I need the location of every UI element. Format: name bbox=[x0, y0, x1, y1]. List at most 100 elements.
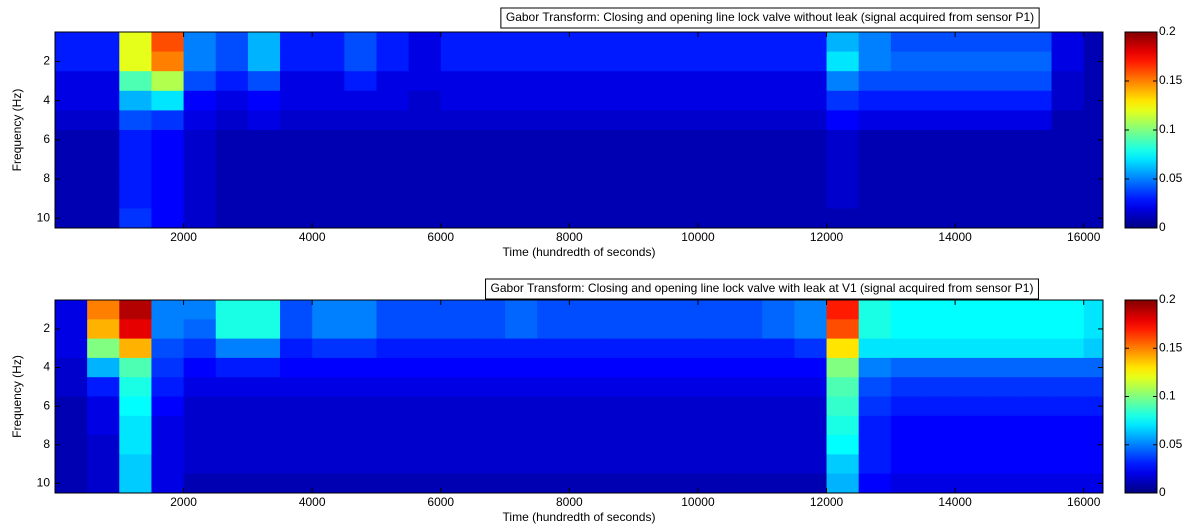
heatmap-cell bbox=[633, 51, 667, 72]
heatmap-cell bbox=[762, 90, 795, 111]
heatmap-cell bbox=[472, 377, 506, 398]
heatmap-cell bbox=[151, 32, 185, 53]
heatmap-cell bbox=[537, 300, 570, 320]
heatmap-cell bbox=[762, 338, 795, 359]
heatmap-cell bbox=[505, 473, 538, 493]
heatmap-cell bbox=[601, 435, 635, 455]
heatmap-cell bbox=[730, 169, 763, 190]
heatmap-cell bbox=[987, 435, 1021, 455]
heatmap-cell bbox=[280, 32, 313, 53]
heatmap-cell bbox=[922, 396, 956, 417]
heatmap-cell bbox=[537, 319, 570, 340]
heatmap-cell bbox=[794, 454, 828, 475]
heatmap-cell bbox=[987, 32, 1021, 53]
heatmap-cell bbox=[697, 149, 731, 170]
heatmap-cell bbox=[987, 110, 1021, 131]
heatmap-cell bbox=[312, 51, 345, 72]
heatmap-cell bbox=[183, 188, 217, 209]
heatmap-cell bbox=[987, 377, 1021, 398]
heatmap-cell bbox=[440, 90, 474, 111]
heatmap-cell bbox=[955, 377, 988, 398]
heatmap-cell bbox=[665, 71, 699, 92]
heatmap-cell bbox=[826, 435, 860, 455]
heatmap-cell bbox=[312, 435, 345, 455]
heatmap-cell bbox=[890, 435, 924, 455]
x-tick-label: 14000 bbox=[938, 230, 972, 244]
heatmap-cell bbox=[151, 473, 185, 493]
heatmap-cell bbox=[1083, 454, 1103, 475]
x-tick-label: 10000 bbox=[681, 230, 715, 244]
heatmap-cell bbox=[505, 71, 538, 92]
heatmap-cell bbox=[633, 110, 667, 131]
heatmap-cell bbox=[858, 188, 892, 209]
heatmap-cell bbox=[183, 110, 217, 131]
heatmap-cell bbox=[633, 396, 667, 417]
heatmap-cell bbox=[826, 71, 860, 92]
heatmap-cell bbox=[215, 169, 249, 190]
heatmap-cell bbox=[1051, 396, 1085, 417]
heatmap-cell bbox=[955, 319, 988, 340]
heatmap-cell bbox=[762, 357, 795, 378]
heatmap-cell bbox=[794, 32, 828, 53]
heatmap-cell bbox=[408, 188, 442, 209]
colorbar-tick-label: 0.15 bbox=[1159, 73, 1183, 87]
heatmap-cell bbox=[1083, 338, 1103, 359]
heatmap-cell bbox=[119, 32, 153, 53]
heatmap-cell bbox=[472, 51, 506, 72]
heatmap-cell bbox=[633, 357, 667, 378]
heatmap-cell bbox=[762, 454, 795, 475]
heatmap-cell bbox=[215, 130, 249, 151]
heatmap-cell bbox=[472, 435, 506, 455]
heatmap-cell bbox=[601, 473, 635, 493]
heatmap-cell bbox=[730, 338, 763, 359]
heatmap-cell bbox=[183, 90, 217, 111]
heatmap-cell bbox=[151, 396, 185, 417]
heatmap-cell bbox=[183, 319, 217, 340]
heatmap-cell bbox=[408, 208, 442, 228]
heatmap-cell bbox=[87, 51, 120, 72]
heatmap-cell bbox=[955, 71, 988, 92]
heatmap-cell bbox=[922, 208, 956, 228]
heatmap-cell bbox=[987, 454, 1021, 475]
heatmap-cell bbox=[955, 110, 988, 131]
heatmap-cell bbox=[569, 130, 603, 151]
heatmap-cell bbox=[537, 169, 570, 190]
heatmap-cell bbox=[697, 208, 731, 228]
heatmap-cell bbox=[440, 51, 474, 72]
heatmap-cell bbox=[376, 32, 410, 53]
heatmap-cell bbox=[215, 149, 249, 170]
heatmap-cell bbox=[505, 396, 538, 417]
heatmap-cell bbox=[472, 169, 506, 190]
heatmap-cell bbox=[280, 71, 313, 92]
heatmap-cell bbox=[344, 300, 378, 320]
heatmap-cell bbox=[569, 473, 603, 493]
heatmap-cell bbox=[376, 396, 410, 417]
heatmap-cell bbox=[794, 149, 828, 170]
heatmap-cell bbox=[344, 473, 378, 493]
heatmap-cell bbox=[955, 51, 988, 72]
heatmap-cell bbox=[215, 319, 249, 340]
heatmap-cell bbox=[280, 473, 313, 493]
heatmap-cell bbox=[312, 300, 345, 320]
heatmap-cell bbox=[730, 188, 763, 209]
heatmap-cell bbox=[119, 396, 153, 417]
heatmap-cell bbox=[537, 130, 570, 151]
x-tick-label: 14000 bbox=[938, 495, 972, 509]
heatmap-cell bbox=[633, 71, 667, 92]
heatmap-cell bbox=[922, 300, 956, 320]
heatmap-cell bbox=[537, 396, 570, 417]
heatmap-cell bbox=[858, 415, 892, 436]
heatmap-cell bbox=[119, 300, 153, 320]
heatmap-cell bbox=[601, 396, 635, 417]
heatmap-cell bbox=[119, 435, 153, 455]
heatmap-cell bbox=[1051, 130, 1085, 151]
heatmap-cell bbox=[55, 110, 88, 131]
heatmap-cell bbox=[312, 32, 345, 53]
heatmap-cell bbox=[537, 90, 570, 111]
heatmap-cell bbox=[87, 377, 120, 398]
heatmap-cell bbox=[408, 377, 442, 398]
heatmap-cell bbox=[408, 435, 442, 455]
heatmap-cell bbox=[87, 130, 120, 151]
heatmap-cell bbox=[119, 338, 153, 359]
